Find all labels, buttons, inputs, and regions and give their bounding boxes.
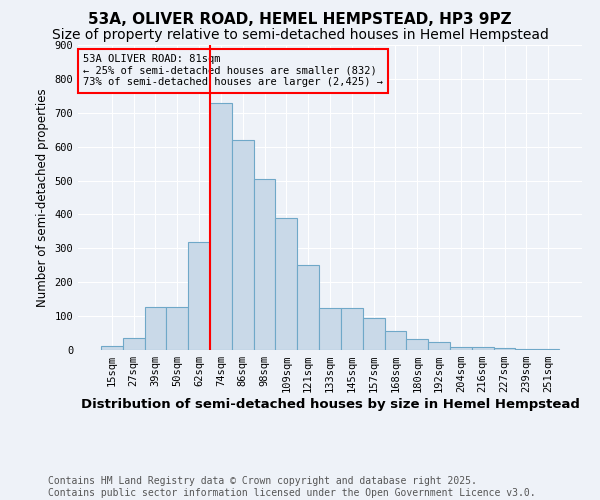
Bar (188, 242, 210, 350)
Bar (101, 346, 123, 350)
Bar (537, 348, 559, 350)
Bar (363, 318, 385, 350)
Bar (275, 218, 297, 350)
Bar (494, 348, 515, 350)
Bar (406, 339, 428, 350)
Bar (472, 348, 494, 350)
Bar (254, 179, 275, 350)
Bar (385, 332, 406, 350)
Bar (450, 346, 472, 350)
Bar (341, 308, 363, 350)
Y-axis label: Number of semi-detached properties: Number of semi-detached properties (36, 88, 49, 307)
Bar (145, 307, 166, 350)
Bar (515, 348, 537, 350)
Bar (210, 102, 232, 350)
Bar (319, 308, 341, 350)
Bar (123, 338, 145, 350)
Bar (428, 342, 450, 350)
Bar (166, 307, 188, 350)
Bar (297, 266, 319, 350)
Text: 53A OLIVER ROAD: 81sqm
← 25% of semi-detached houses are smaller (832)
73% of se: 53A OLIVER ROAD: 81sqm ← 25% of semi-det… (83, 54, 383, 88)
Text: Size of property relative to semi-detached houses in Hemel Hempstead: Size of property relative to semi-detach… (52, 28, 548, 42)
Bar (232, 140, 254, 350)
Text: Contains HM Land Registry data © Crown copyright and database right 2025.
Contai: Contains HM Land Registry data © Crown c… (48, 476, 536, 498)
X-axis label: Distribution of semi-detached houses by size in Hemel Hempstead: Distribution of semi-detached houses by … (80, 398, 580, 411)
Text: 53A, OLIVER ROAD, HEMEL HEMPSTEAD, HP3 9PZ: 53A, OLIVER ROAD, HEMEL HEMPSTEAD, HP3 9… (88, 12, 512, 28)
